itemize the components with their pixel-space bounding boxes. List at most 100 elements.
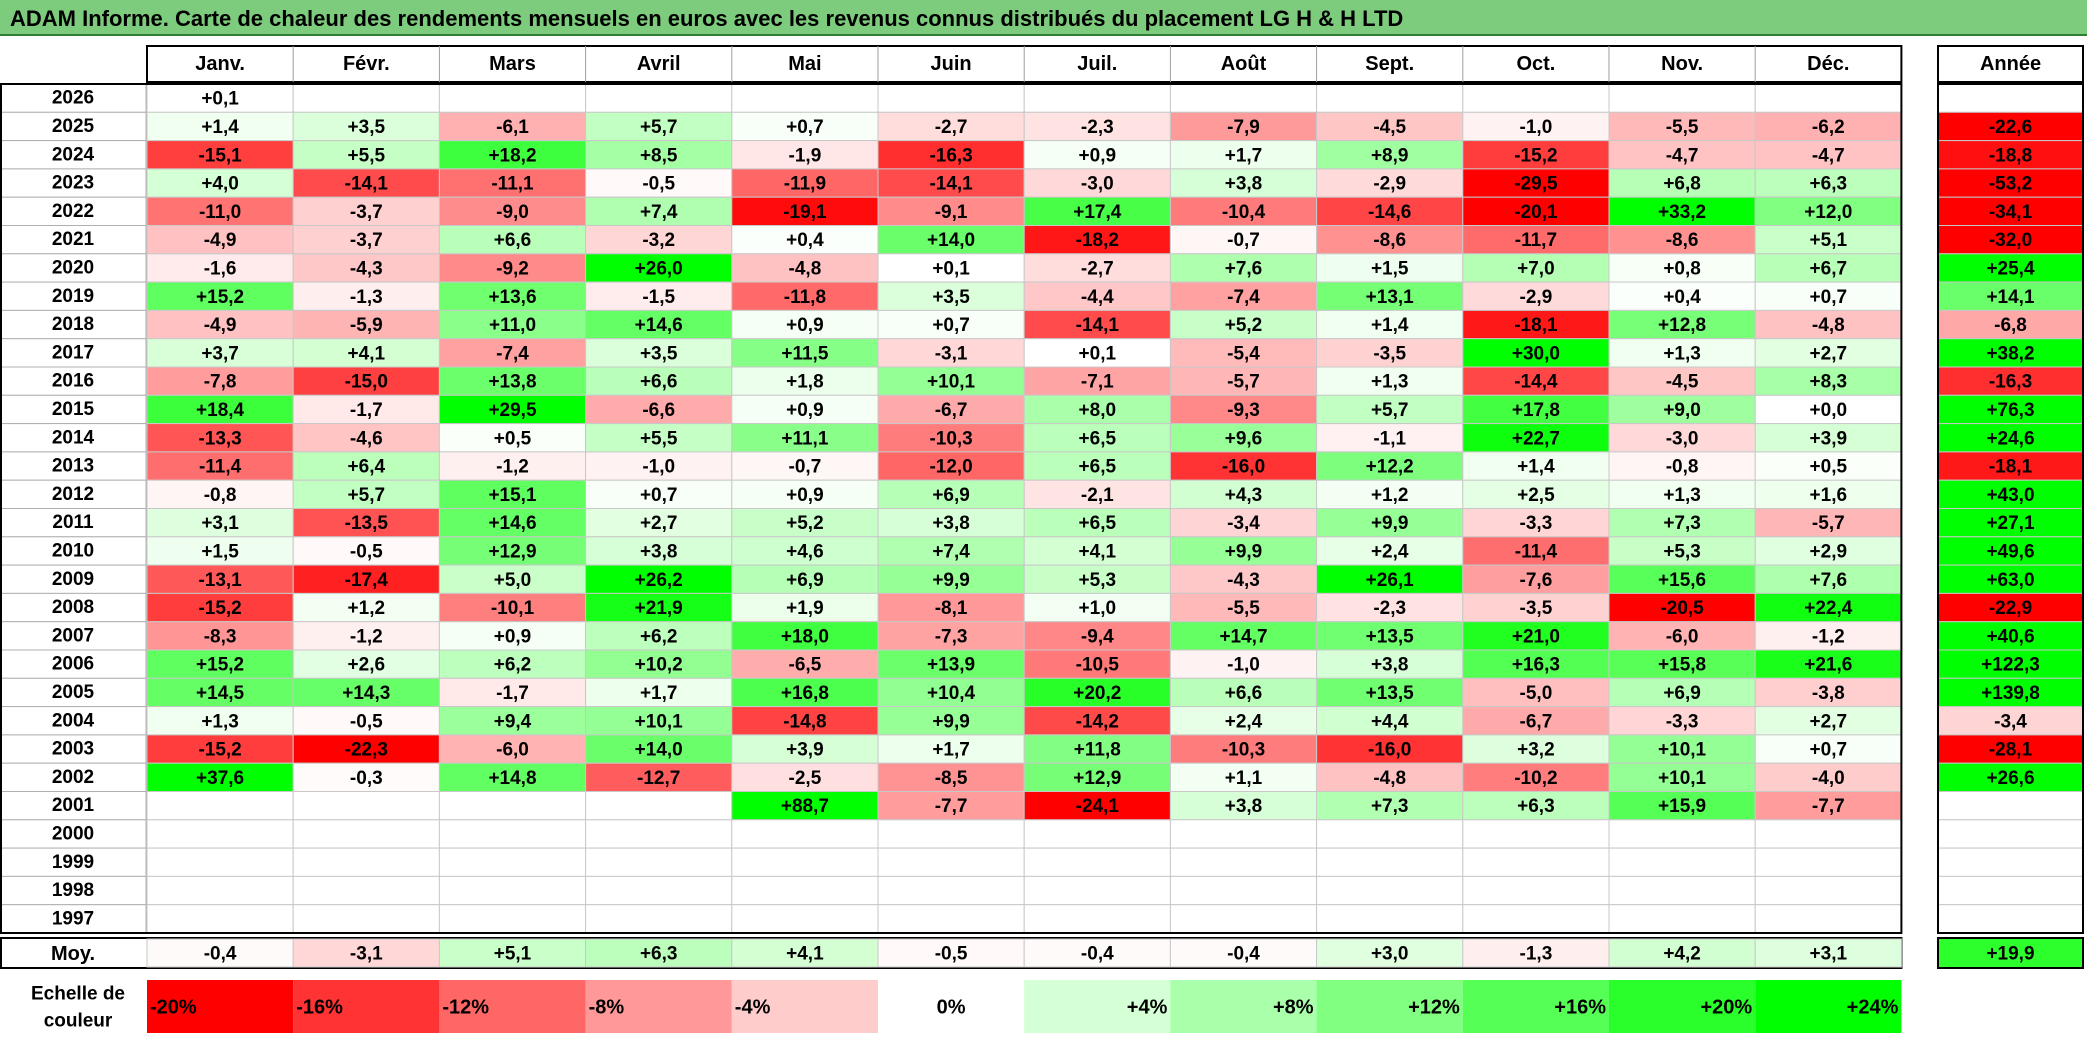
heat-cell-value: +3,9 xyxy=(786,740,824,761)
heat-cell xyxy=(146,904,294,934)
heat-cell-value: +5,7 xyxy=(348,485,386,506)
heat-cell-value: -16,0 xyxy=(1368,740,1411,761)
heat-cell-value: +1,5 xyxy=(1371,258,1409,279)
heat-cell xyxy=(877,734,1025,764)
year-label: 2005 xyxy=(52,682,95,703)
month-header-12: Déc. xyxy=(1807,53,1849,75)
annual-cell xyxy=(1937,338,2084,368)
heat-cell xyxy=(877,592,1025,623)
heat-cell-value: +1,3 xyxy=(201,711,239,732)
heat-cell-value: +30,0 xyxy=(1512,343,1560,364)
heat-cell xyxy=(1608,423,1756,453)
heat-cell xyxy=(1169,168,1318,198)
month-header-3: Mars xyxy=(489,53,536,75)
year-cell xyxy=(0,253,147,283)
year-label: 2016 xyxy=(52,371,94,392)
year-cell xyxy=(0,677,147,708)
heat-cell-value: -14,2 xyxy=(1076,711,1119,732)
heat-cell-value: +14,0 xyxy=(635,740,683,761)
year-cell xyxy=(0,762,147,793)
heat-cell-value: +12,0 xyxy=(1804,202,1852,223)
heat-cell xyxy=(292,168,440,198)
heat-cell xyxy=(1316,451,1464,481)
heat-cell xyxy=(1169,791,1318,821)
heat-cell-value: +1,7 xyxy=(640,683,678,704)
heat-cell xyxy=(1462,706,1610,736)
heat-cell-value: +2,5 xyxy=(1517,485,1555,506)
heat-cell-value: +0,9 xyxy=(494,626,532,647)
average-cell-value: -0,4 xyxy=(1081,944,1114,965)
heat-cell-value: -16,3 xyxy=(929,145,972,166)
heat-cell xyxy=(1023,479,1171,510)
heat-cell-value: +15,6 xyxy=(1658,570,1706,591)
heat-cell-value: -1,5 xyxy=(642,287,675,308)
heat-cell xyxy=(438,904,587,934)
year-label: 2017 xyxy=(52,342,94,363)
year-label: 2015 xyxy=(52,399,95,420)
heat-cell-value: -19,1 xyxy=(783,202,827,223)
heat-cell-value: +6,5 xyxy=(1079,457,1117,478)
heat-cell-value: +10,1 xyxy=(1658,740,1707,761)
heat-cell xyxy=(292,309,440,340)
heat-cell xyxy=(1316,111,1464,142)
heat-cell-value: +13,8 xyxy=(488,372,536,393)
average-annual-value: +19,9 xyxy=(1986,944,2034,965)
heat-cell xyxy=(1169,677,1318,708)
heat-cell xyxy=(1608,819,1756,849)
heat-cell xyxy=(292,338,440,368)
heat-cell-value: +6,5 xyxy=(1079,513,1117,534)
heat-cell-value: -14,1 xyxy=(929,174,973,195)
heat-cell xyxy=(292,819,440,849)
heat-cell-value: -1,9 xyxy=(789,145,822,166)
heat-cell xyxy=(292,875,440,906)
heat-cell xyxy=(1023,592,1171,623)
heat-cell-value: -11,0 xyxy=(199,202,241,223)
heat-cell-value: -2,7 xyxy=(935,117,968,138)
heat-cell-value: +14,7 xyxy=(1219,626,1267,647)
heat-cell-value: +12,2 xyxy=(1366,457,1414,478)
year-label: 2012 xyxy=(52,484,94,505)
annual-cell-value: -3,4 xyxy=(1994,711,2027,732)
heat-cell-value: -9,3 xyxy=(1227,400,1260,421)
heat-cell-value: -8,6 xyxy=(1373,230,1406,251)
month-header-10: Oct. xyxy=(1516,53,1555,75)
heat-cell-value: -4,3 xyxy=(1227,570,1260,591)
annual-cell-value: +76,3 xyxy=(1986,400,2034,421)
heat-cell-value: +7,4 xyxy=(932,541,970,562)
heat-cell-value: +5,1 xyxy=(1810,230,1848,251)
scale-label: 0% xyxy=(937,997,966,1019)
heat-cell-value: +6,6 xyxy=(1225,683,1263,704)
heat-cell-value: -1,2 xyxy=(1812,626,1845,647)
heat-cell xyxy=(585,791,733,821)
year-cell xyxy=(0,564,147,594)
heat-cell-value: +12,9 xyxy=(488,541,536,562)
heat-cell-value: +0,9 xyxy=(786,485,824,506)
annual-cell-value: +25,4 xyxy=(1986,258,2035,279)
heat-cell xyxy=(1023,875,1171,906)
heat-cell xyxy=(1754,168,1902,198)
annual-cell-value: -18,1 xyxy=(1989,457,2033,478)
heat-cell xyxy=(1754,819,1902,849)
heat-cell-value: +22,7 xyxy=(1512,428,1560,449)
heat-cell-value: +1,8 xyxy=(786,372,824,393)
heat-cell xyxy=(585,875,733,906)
heat-cell-value: -6,1 xyxy=(496,117,529,138)
heat-cell xyxy=(292,734,440,764)
heat-cell-value: +0,0 xyxy=(1810,400,1848,421)
heat-cell xyxy=(877,309,1025,340)
heat-cell xyxy=(877,140,1025,170)
average-annual-cell xyxy=(1937,937,2084,969)
heat-cell-value: +1,3 xyxy=(1663,485,1701,506)
heat-cell xyxy=(1608,83,1756,113)
heat-cell xyxy=(1316,225,1464,255)
month-header-8: Août xyxy=(1221,53,1267,75)
heat-cell xyxy=(292,253,440,283)
year-label: 1998 xyxy=(52,880,94,901)
heat-cell xyxy=(731,762,879,793)
heat-cell-value: +0,4 xyxy=(786,230,824,251)
scale-swatch xyxy=(293,980,440,1033)
heat-cell xyxy=(438,592,587,623)
heat-cell xyxy=(1754,83,1902,113)
annual-cell-value: -6,8 xyxy=(1994,315,2027,336)
annual-cell xyxy=(1937,734,2084,764)
